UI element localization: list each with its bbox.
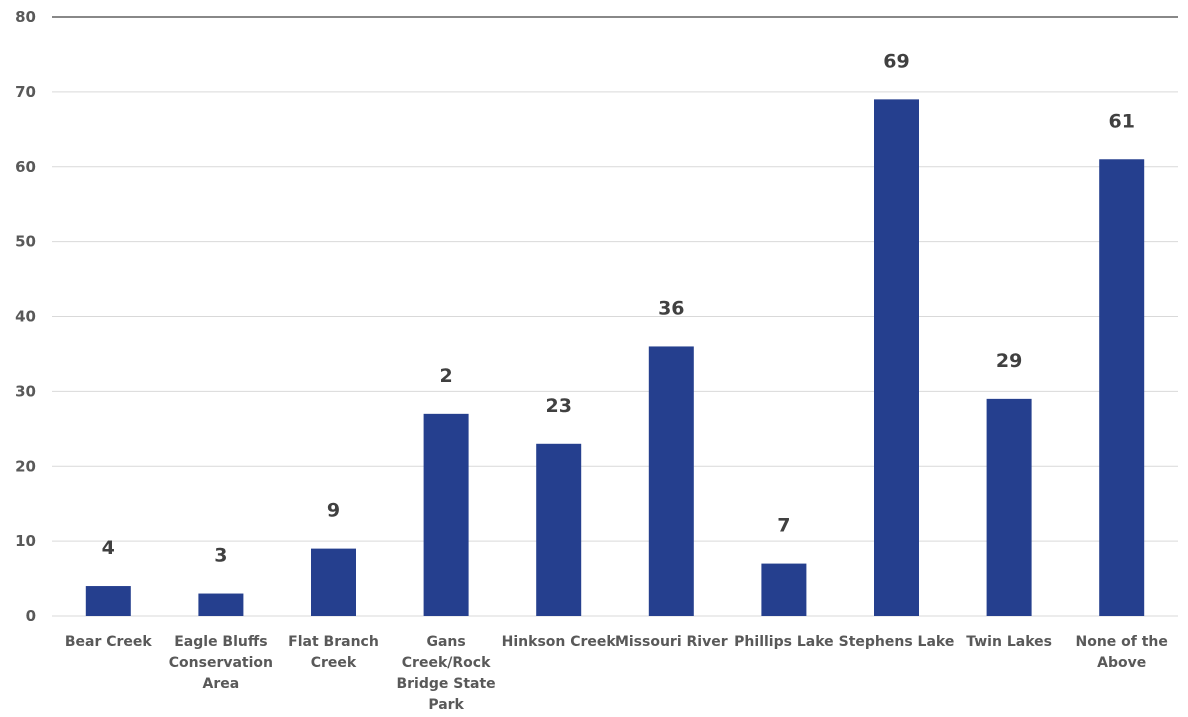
y-tick-label: 70: [15, 83, 36, 101]
y-tick-label: 80: [15, 8, 36, 26]
data-labels: 4 3 9 2 23 36 7 69 29 61: [102, 50, 1135, 566]
x-tick-label: Bear Creek: [65, 634, 153, 650]
bar: [1099, 159, 1145, 616]
x-tick-label-line: Creek: [311, 655, 357, 671]
data-label: 7: [777, 515, 790, 537]
x-tick-label-line: Bridge State: [396, 676, 495, 692]
x-tick-label: Missouri River: [615, 634, 728, 650]
bars: [85, 99, 1145, 617]
x-tick-label: Eagle Bluffs Conservation Area: [169, 634, 273, 692]
x-tick-label-line: Stephens Lake: [839, 634, 955, 650]
x-tick-label-line: Creek/Rock: [402, 655, 491, 671]
data-label: 2: [439, 365, 452, 387]
x-tick-label: Hinkson Creek: [502, 634, 617, 650]
y-tick-label: 20: [15, 457, 36, 475]
x-tick-label: Stephens Lake: [839, 634, 955, 650]
x-tick-label-line: Hinkson Creek: [502, 634, 617, 650]
y-tick-label: 50: [15, 233, 36, 251]
x-tick-label-line: Phillips Lake: [734, 634, 833, 650]
data-label: 3: [214, 545, 227, 567]
y-tick-label: 10: [15, 532, 36, 550]
data-label: 4: [102, 537, 115, 559]
data-label: 36: [658, 297, 684, 319]
bar: [423, 413, 469, 616]
x-tick-label-line: Eagle Bluffs: [174, 634, 267, 650]
x-tick-label-line: Above: [1097, 655, 1146, 671]
y-axis: 0 10 20 30 40 50 60 70 80: [15, 8, 36, 625]
x-tick-label-line: Area: [203, 676, 240, 692]
x-tick-label: Flat Branch Creek: [288, 634, 379, 671]
y-tick-label: 40: [15, 308, 36, 326]
x-tick-label-line: Gans: [426, 634, 465, 650]
bar: [761, 563, 807, 616]
gridlines: [52, 16, 1178, 617]
x-tick-label-line: Bear Creek: [65, 634, 153, 650]
data-label: 9: [327, 500, 340, 522]
bar: [198, 593, 244, 616]
bar: [986, 398, 1032, 616]
data-label: 61: [1108, 110, 1134, 132]
x-axis: Bear Creek Eagle Bluffs Conservation Area Fl…: [65, 634, 1168, 713]
x-tick-label: None of the Above: [1075, 634, 1167, 671]
y-tick-label: 60: [15, 158, 36, 176]
data-label: 69: [883, 50, 909, 72]
x-tick-label-line: Flat Branch: [288, 634, 379, 650]
x-tick-label-line: Conservation: [169, 655, 273, 671]
x-tick-label-line: Missouri River: [615, 634, 728, 650]
x-tick-label: Twin Lakes: [966, 634, 1052, 650]
bar: [311, 548, 356, 616]
data-label: 29: [996, 350, 1022, 372]
bar: [874, 99, 919, 617]
x-tick-label-line: Twin Lakes: [966, 634, 1052, 650]
x-tick-label: Gans Creek/Rock Bridge State Park: [396, 634, 495, 713]
bar: [536, 443, 582, 616]
bar: [648, 346, 694, 616]
y-tick-label: 0: [26, 607, 36, 625]
x-tick-label-line: Park: [428, 697, 464, 713]
y-tick-label: 30: [15, 382, 36, 400]
bar: [85, 586, 131, 616]
x-tick-label: Phillips Lake: [734, 634, 833, 650]
data-label: 23: [545, 395, 571, 417]
x-tick-label-line: None of the: [1075, 634, 1167, 650]
